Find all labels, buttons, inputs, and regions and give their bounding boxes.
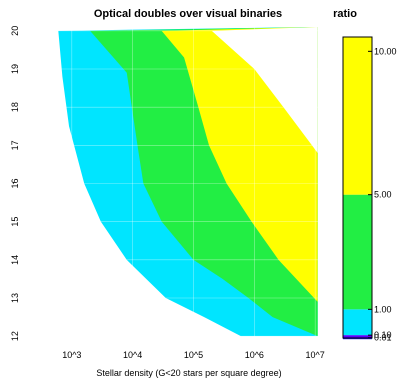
chart-title: Optical doubles over visual binaries <box>94 8 282 20</box>
x-tick-label: 10^4 <box>123 350 142 360</box>
colorbar-band <box>343 37 372 195</box>
y-tick-label: 17 <box>10 140 20 150</box>
colorbar-title: ratio <box>333 8 357 20</box>
x-tick-label: 10^3 <box>62 350 81 360</box>
y-tick-label: 14 <box>10 255 20 265</box>
colorbar-tick-label: 10.00 <box>374 46 397 56</box>
colorbar <box>343 37 372 339</box>
colorbar-band <box>343 195 372 310</box>
y-tick-label: 12 <box>10 331 20 341</box>
colorbar-tick-label: 0.10 <box>374 330 392 340</box>
contour-regions <box>58 27 317 337</box>
y-tick-label: 20 <box>10 26 20 36</box>
x-axis-label: Stellar density (G<20 stars per square d… <box>96 368 281 378</box>
x-tick-label: 10^7 <box>306 350 325 360</box>
y-tick-label: 19 <box>10 64 20 74</box>
x-tick-label: 10^6 <box>245 350 264 360</box>
x-tick-label: 10^5 <box>184 350 203 360</box>
y-tick-label: 15 <box>10 217 20 227</box>
colorbar-band <box>343 309 372 335</box>
x-axis-ticks: 10^3 10^4 10^5 10^6 10^7 <box>62 350 325 360</box>
colorbar-tick-label: 1.00 <box>374 304 392 314</box>
colorbar-band <box>343 335 372 338</box>
colorbar-tick-label: 5.00 <box>374 190 392 200</box>
y-tick-label: 13 <box>10 293 20 303</box>
y-axis-mark: - <box>8 182 18 185</box>
y-tick-label: 18 <box>10 102 20 112</box>
